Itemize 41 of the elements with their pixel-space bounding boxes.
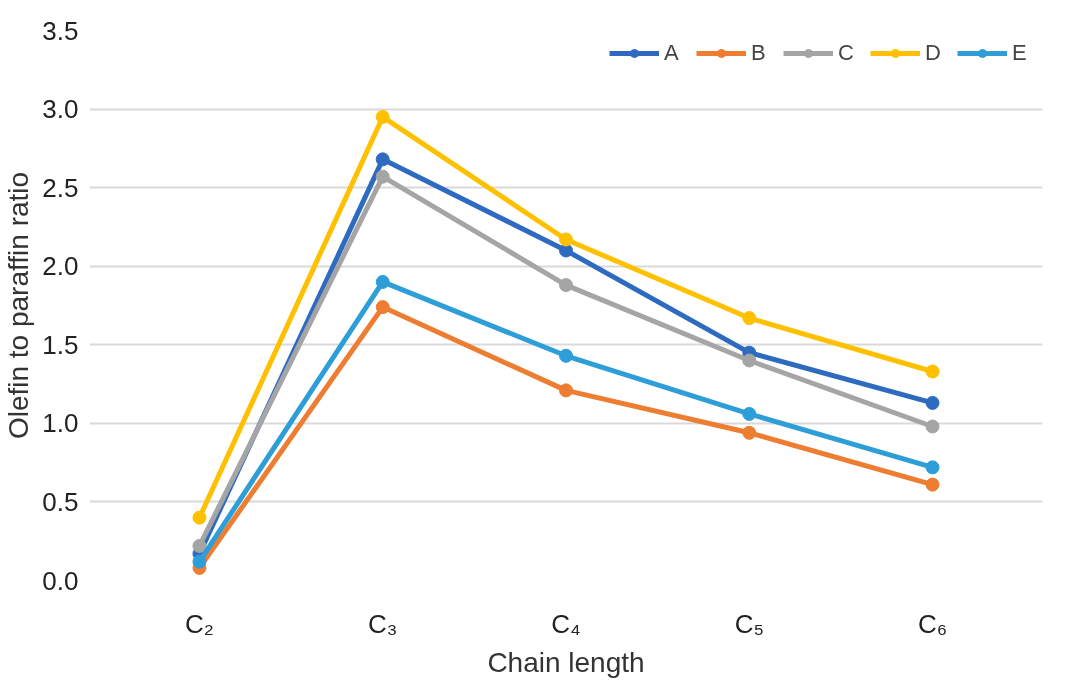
point [742,425,757,440]
y-tick-label: 0.5 [42,486,79,517]
legend-label: D [925,40,942,66]
x-tick-label: C₃ [368,608,398,639]
y-tick-label: 2.5 [42,172,79,203]
point [192,510,207,525]
point [192,538,207,553]
legend-label: C [838,40,855,66]
x-tick-label: C₆ [917,608,948,639]
point [375,300,390,315]
y-tick-label: 3.5 [42,15,79,46]
legend-label: B [751,40,767,66]
y-tick-label: 3.0 [42,94,79,125]
point [375,274,390,289]
point [375,169,390,184]
point [925,477,940,492]
y-tick-label: 0.0 [42,565,79,596]
point [925,364,940,379]
x-tick-label: C₄ [551,608,581,639]
y-tick-label: 1.5 [42,329,79,360]
point [559,348,573,363]
point [925,395,940,410]
point [742,353,757,368]
y-tick-label: 2.0 [42,251,79,282]
point [375,152,390,167]
point [742,406,757,421]
point [559,383,573,398]
point [559,278,573,293]
x-tick-label: C₂ [185,608,214,639]
point [925,460,940,475]
legend-label: A [664,40,680,66]
y-tick-label: 1.0 [42,408,79,439]
point [375,109,390,124]
legend-label: E [1012,40,1028,66]
point [925,419,940,434]
x-tick-label: C₅ [734,608,764,639]
point [559,232,573,247]
point [742,311,757,326]
y-axis-title: Olefin to paraffin ratio [3,171,35,440]
point [192,554,207,569]
x-axis-title: Chain length [487,646,645,678]
